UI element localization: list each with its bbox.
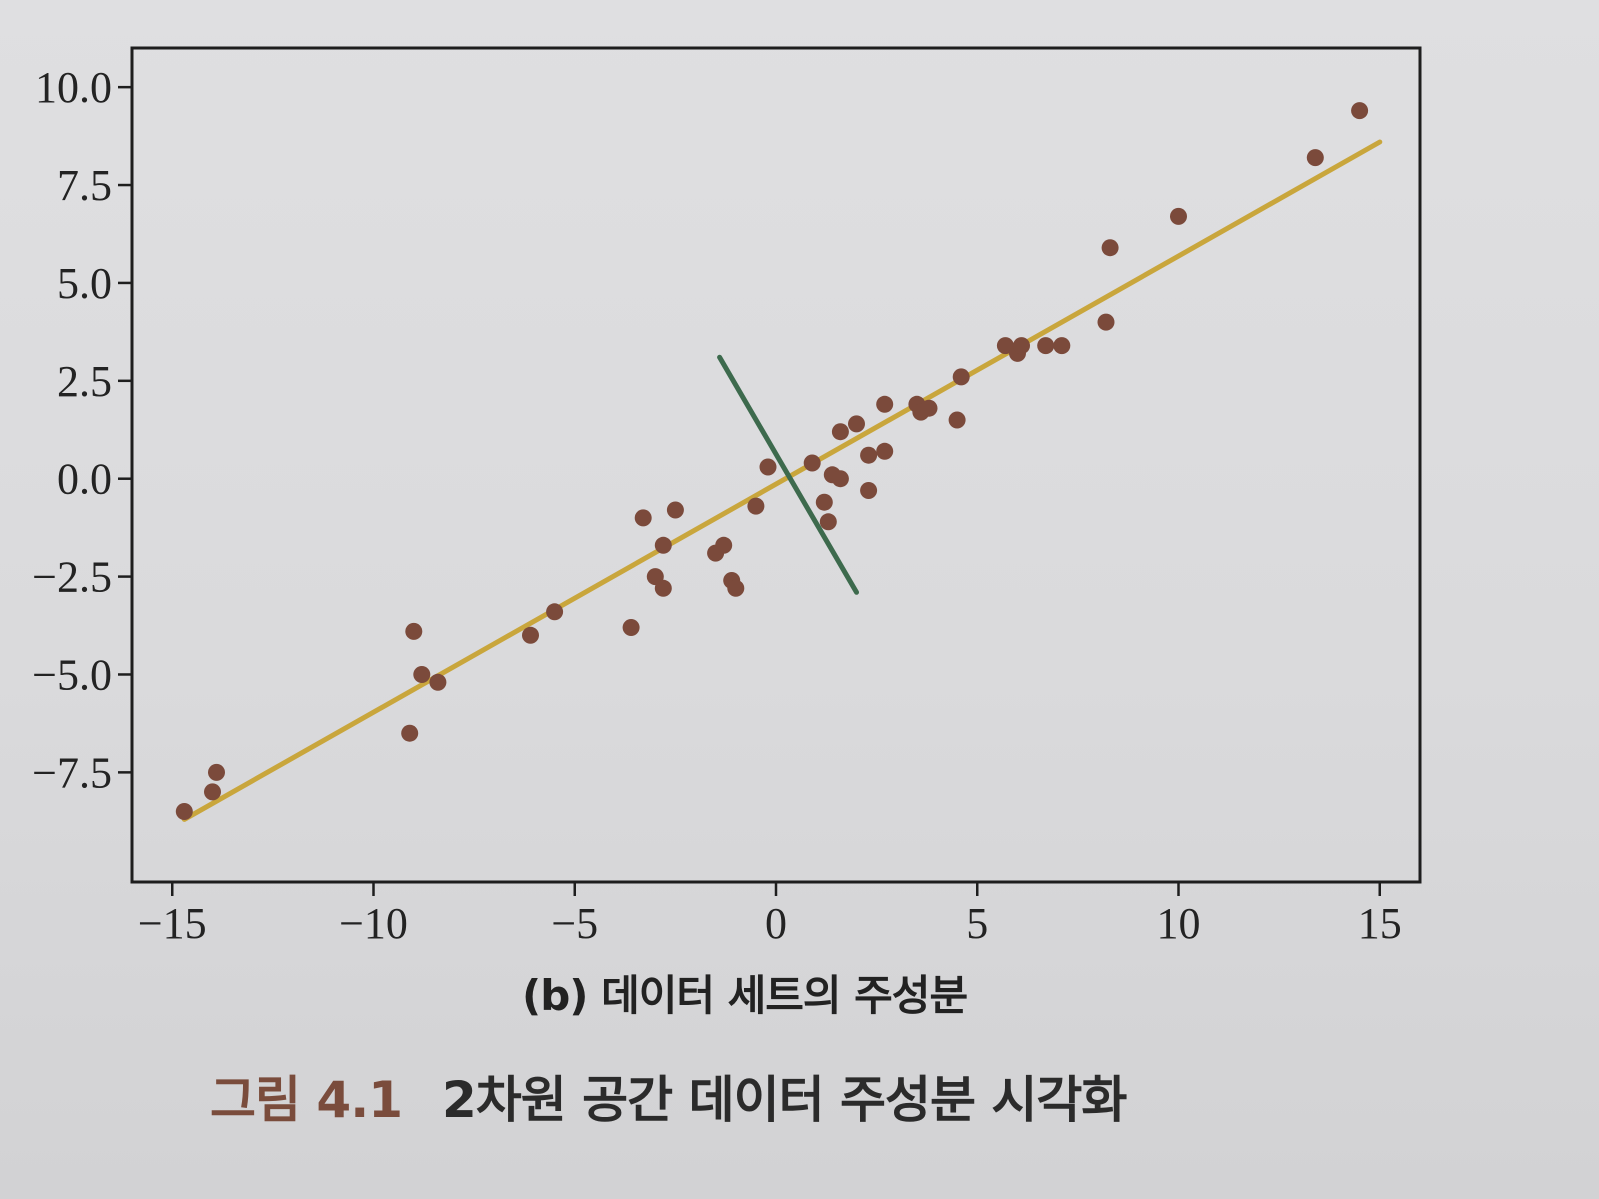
figure-caption: 그림 4.1 2차원 공간 데이터 주성분 시각화 [210,1060,1127,1132]
figure-caption-text: 2차원 공간 데이터 주성분 시각화 [441,1071,1127,1129]
y-tick-label: −5.0 [32,650,112,699]
data-point [860,446,878,464]
y-tick-label: 0.0 [57,455,112,504]
data-point [401,724,419,742]
data-point [815,493,833,511]
figure-number-label: 그림 4.1 [210,1071,403,1129]
series-line-1 [181,139,1383,822]
data-point [546,603,564,621]
data-point [622,619,640,636]
data-point [654,579,672,597]
data-point [1306,149,1324,167]
x-tick-label: 10 [1157,899,1201,948]
data-point [208,763,225,781]
data-point [413,666,431,683]
data-point [920,399,938,417]
data-point [1101,239,1119,257]
x-tick-label: −15 [138,899,207,948]
data-point [1013,337,1030,355]
data-point [876,442,894,460]
x-tick-label: 0 [765,899,787,948]
y-tick-label: −2.5 [32,553,112,602]
data-point [715,536,733,554]
data-point [1170,207,1187,225]
data-point [831,423,849,441]
data-point [803,454,821,472]
data-point [948,411,966,429]
data-point [831,470,849,488]
data-point [405,622,423,640]
x-tick-label: −10 [339,899,408,948]
data-point [759,458,777,476]
x-tick-label: 15 [1358,899,1402,948]
data-point [175,803,193,820]
data-point [429,673,447,691]
y-tick-label: 2.5 [57,357,112,406]
data-point [996,337,1014,355]
x-tick-label: 5 [966,899,988,948]
x-tick-label: −5 [551,899,598,948]
data-point [666,501,684,519]
data-point [952,368,970,386]
scatter-chart: −15 −10 −5 0 5 10 15 10.0 7.5 5.0 2.5 0.0 −2.5 −5.0 −7… [32,46,1422,948]
data-point [1097,313,1115,331]
data-point [204,783,221,801]
data-point [654,536,672,554]
data-point [727,579,745,597]
series-line-2 [717,354,859,595]
data-point [860,482,878,499]
subfigure-caption: (b) 데이터 세트의 주성분 [522,971,968,1020]
y-tick-label: 10.0 [35,63,112,112]
data-point [1351,102,1369,120]
data-point [1037,337,1055,355]
data-point [522,626,539,644]
data-point [747,497,765,515]
y-tick-label: −7.5 [32,748,112,797]
data-point [876,395,894,413]
data-point [848,415,865,433]
data-point [1053,337,1071,355]
data-point [634,509,652,527]
data-point [819,513,837,531]
y-tick-label: 5.0 [57,259,112,308]
y-tick-label: 7.5 [57,161,112,210]
